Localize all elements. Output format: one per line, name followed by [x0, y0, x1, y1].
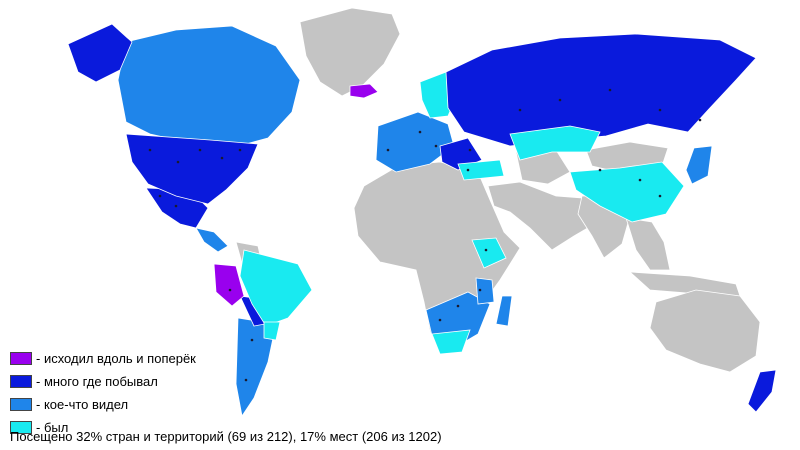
legend-item: - был	[10, 416, 196, 439]
east-africa-some	[475, 277, 495, 305]
visited-place-dot	[466, 168, 470, 172]
canada	[117, 25, 301, 151]
indonesia	[628, 271, 741, 297]
visited-place-dot	[418, 130, 422, 134]
visited-place-dot	[228, 288, 232, 292]
visited-place-dot	[456, 304, 460, 308]
visited-place-dot	[238, 148, 242, 152]
legend: - исходил вдоль и поперёк - много где по…	[10, 347, 196, 439]
middle-east-unvisited	[487, 181, 599, 251]
visited-place-dot	[158, 194, 162, 198]
visited-place-dot	[518, 108, 522, 112]
visited-place-dot	[250, 338, 254, 342]
madagascar	[495, 295, 513, 327]
visited-place-dot	[468, 148, 472, 152]
visited-place-dot	[386, 148, 390, 152]
visited-place-dot	[438, 318, 442, 322]
visited-place-dot	[658, 108, 662, 112]
greenland	[299, 7, 401, 97]
legend-swatch	[10, 398, 32, 411]
legend-item: - исходил вдоль и поперёк	[10, 347, 196, 370]
peru	[213, 263, 245, 307]
japan	[685, 145, 713, 185]
visited-place-dot	[638, 178, 642, 182]
legend-swatch	[10, 375, 32, 388]
legend-swatch	[10, 352, 32, 365]
visited-place-dot	[198, 148, 202, 152]
legend-label: - был	[36, 420, 69, 435]
visited-place-dot	[434, 144, 438, 148]
legend-label: - кое-что видел	[36, 397, 129, 412]
legend-label: - исходил вдоль и поперёк	[36, 351, 196, 366]
visited-place-dot	[174, 204, 178, 208]
china	[569, 161, 685, 223]
uruguay-paraguay	[263, 321, 281, 341]
visited-place-dot	[244, 378, 248, 382]
visited-place-dot	[148, 148, 152, 152]
south-africa	[431, 329, 471, 355]
visited-place-dot	[478, 288, 482, 292]
visited-place-dot	[598, 168, 602, 172]
legend-swatch	[10, 421, 32, 434]
legend-item: - много где побывал	[10, 370, 196, 393]
australia	[649, 289, 761, 373]
turkey	[457, 159, 505, 181]
visited-place-dot	[484, 248, 488, 252]
russia	[445, 33, 757, 147]
visited-place-dot	[698, 118, 702, 122]
kazakhstan	[509, 125, 601, 161]
ethiopia	[471, 237, 507, 269]
visited-place-dot	[608, 88, 612, 92]
central-america	[195, 227, 229, 253]
iceland	[349, 83, 379, 99]
southeast-asia	[625, 217, 671, 271]
visited-place-dot	[176, 160, 180, 164]
visit-summary: Посещено 32% стран и территорий (69 из 2…	[10, 429, 442, 444]
usa	[125, 133, 259, 205]
visited-place-dot	[558, 98, 562, 102]
visited-place-dot	[220, 156, 224, 160]
legend-item: - кое-что видел	[10, 393, 196, 416]
new-zealand	[747, 369, 777, 413]
alaska	[67, 23, 133, 83]
visited-place-dot	[658, 194, 662, 198]
legend-label: - много где побывал	[36, 374, 158, 389]
